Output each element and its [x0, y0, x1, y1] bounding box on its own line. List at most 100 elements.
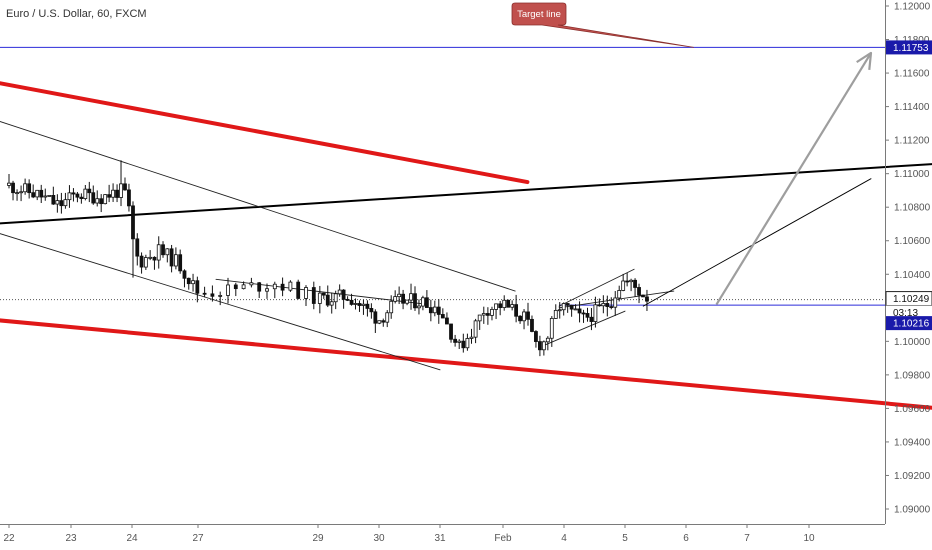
candle-body: [169, 248, 174, 267]
candle-body: [87, 188, 92, 194]
candle-body: [337, 289, 342, 295]
candle-body: [553, 309, 558, 319]
countdown-badge: 03:13: [893, 308, 918, 319]
candle-body: [31, 192, 36, 198]
callout-label: Target line: [517, 9, 561, 20]
time-tick-label: 30: [373, 533, 385, 544]
candle-body: [39, 189, 44, 198]
candle-body: [545, 337, 550, 343]
candle-body: [186, 277, 191, 285]
price-tick-label: 1.09600: [894, 404, 931, 415]
trendline-upper-red-channel[interactable]: [0, 81, 530, 185]
candle-body: [139, 255, 144, 268]
target-price-badge: 1.11753: [893, 43, 929, 54]
price-badges: 1.11753 1.10249 03:131.10216: [885, 40, 932, 331]
candle-body: [557, 309, 562, 312]
trendline-descending-channel-top[interactable]: [0, 118, 516, 292]
candle-body: [296, 281, 301, 299]
candle-body: [165, 248, 170, 256]
candle-body: [143, 257, 148, 268]
candle-body: [226, 284, 230, 296]
chart-title: Euro / U.S. Dollar, 60, FXCM: [6, 8, 147, 20]
candle-body: [605, 303, 610, 307]
candle-body: [498, 303, 503, 308]
candle-body: [19, 191, 23, 194]
candle-body: [601, 303, 606, 307]
time-tick-label: 5: [622, 533, 628, 544]
candle-body: [369, 308, 374, 313]
candle-body: [373, 311, 378, 324]
candle-body: [530, 318, 534, 332]
candle-body: [115, 189, 119, 198]
candle-body: [569, 304, 574, 310]
candle-body: [641, 294, 645, 298]
candle-body: [349, 299, 354, 305]
candle-body: [11, 182, 15, 194]
candle-body: [280, 283, 285, 291]
candle-body: [534, 331, 538, 342]
price-axis[interactable]: 1.120001.118001.116001.114001.112001.110…: [885, 0, 931, 524]
candle-body: [473, 320, 478, 338]
trendline-triangle-upper[interactable]: [558, 268, 635, 307]
price-tick-label: 1.09000: [894, 505, 931, 516]
candle-body: [565, 303, 570, 306]
countdown-badge-bg: [886, 305, 932, 320]
candle-body: [469, 336, 474, 339]
candle-body: [152, 256, 157, 261]
time-tick-label: 7: [744, 533, 750, 544]
candle-body: [577, 308, 582, 314]
time-axis[interactable]: 22 23 24 27 29 30 31 Feb 4 5 6 7 10: [0, 524, 885, 544]
candle-body: [573, 308, 578, 311]
candle-body: [401, 293, 405, 304]
trendline-black-long-term-trendline[interactable]: [0, 163, 932, 225]
price-tick-label: 1.09800: [894, 370, 931, 381]
drawing-layer: [0, 46, 932, 410]
candle-body: [597, 304, 602, 307]
price-tick-label: 1.10800: [894, 203, 931, 214]
time-tick-label: 6: [683, 533, 689, 544]
candle-body: [490, 308, 494, 316]
candle-body: [589, 316, 594, 322]
candle-body: [119, 183, 123, 198]
candle-body: [549, 318, 554, 339]
candle-body: [514, 304, 519, 317]
candle-body: [202, 292, 207, 295]
candle-body: [257, 282, 262, 292]
trendline-descending-channel-bottom[interactable]: [0, 231, 441, 371]
candle-body: [161, 244, 165, 256]
candle-body: [311, 287, 316, 304]
time-tick-label: 27: [192, 533, 204, 544]
projection-arrow[interactable]: [715, 52, 872, 306]
candle-body: [502, 299, 507, 308]
candle-body: [409, 293, 413, 301]
candle-body: [428, 307, 433, 314]
candle-body: [417, 305, 421, 309]
candle-body: [581, 312, 586, 315]
candle-body: [385, 312, 390, 323]
trendline-triangle-lower[interactable]: [545, 310, 626, 346]
candle-body: [538, 341, 542, 351]
candle-body: [329, 301, 334, 306]
candle-body: [304, 287, 308, 299]
candle-body: [191, 280, 195, 285]
candle-body: [365, 303, 370, 309]
time-tick-label: 4: [561, 533, 567, 544]
candle-body: [637, 287, 641, 296]
trendline-lower-red-channel[interactable]: [0, 318, 932, 410]
candle-body: [195, 280, 200, 294]
candle-body: [445, 317, 449, 325]
trendline-breakout-projection[interactable]: [642, 178, 872, 307]
candle-body: [405, 299, 409, 304]
candle-body: [182, 270, 187, 279]
candle-body: [67, 192, 72, 201]
candle-body: [522, 311, 526, 322]
candle-body: [71, 192, 76, 195]
candle-body: [485, 313, 490, 316]
candle-body: [47, 195, 52, 197]
target-callout[interactable]: Target line: [511, 2, 694, 48]
candle-body: [249, 282, 254, 286]
candle-body: [27, 183, 32, 194]
candle-body: [103, 194, 108, 205]
candle-body: [461, 340, 466, 349]
